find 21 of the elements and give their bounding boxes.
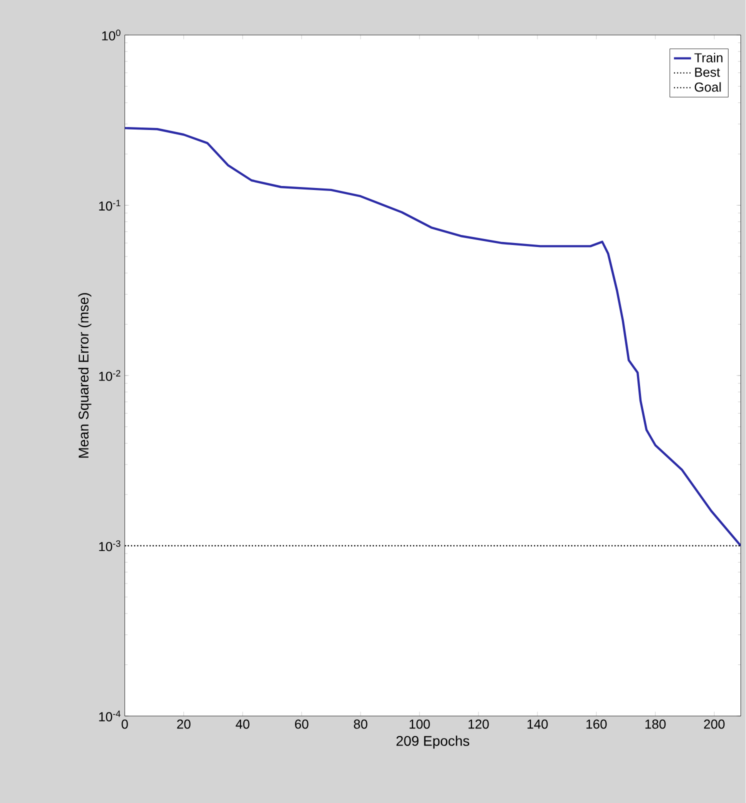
y-tick-label: 10$^{0}$ xyxy=(102,30,120,40)
x-tick-label: 140 xyxy=(528,720,548,729)
x-tick-label: 40 xyxy=(236,720,250,729)
x-tick-label: 60 xyxy=(295,720,308,729)
x-tick-label: 160 xyxy=(586,720,607,729)
y-tick-label: 10$^{-3}$ xyxy=(99,540,120,552)
y-tick-label: 10$^{-2}$ xyxy=(99,370,120,381)
x-tick-label: 0 xyxy=(122,720,128,729)
legend-label: Goal xyxy=(694,82,721,92)
x-tick-label: 100 xyxy=(410,720,430,729)
legend-label: Best xyxy=(695,68,720,77)
y-tick-label: 10$^{-1}$ xyxy=(99,200,120,211)
x-tick-label: 180 xyxy=(646,720,666,729)
y-tick-label: 10$^{-4}$ xyxy=(99,710,121,722)
x-axis-title: 209 Epochs xyxy=(396,736,470,749)
x-tick-label: 120 xyxy=(468,720,489,729)
y-axis-title: Mean Squared Error (mse) xyxy=(78,293,92,458)
x-tick-label: 200 xyxy=(704,720,725,729)
x-tick-label: 20 xyxy=(177,720,191,729)
x-tick-label: 80 xyxy=(354,720,368,729)
legend-label: Train xyxy=(694,52,723,62)
